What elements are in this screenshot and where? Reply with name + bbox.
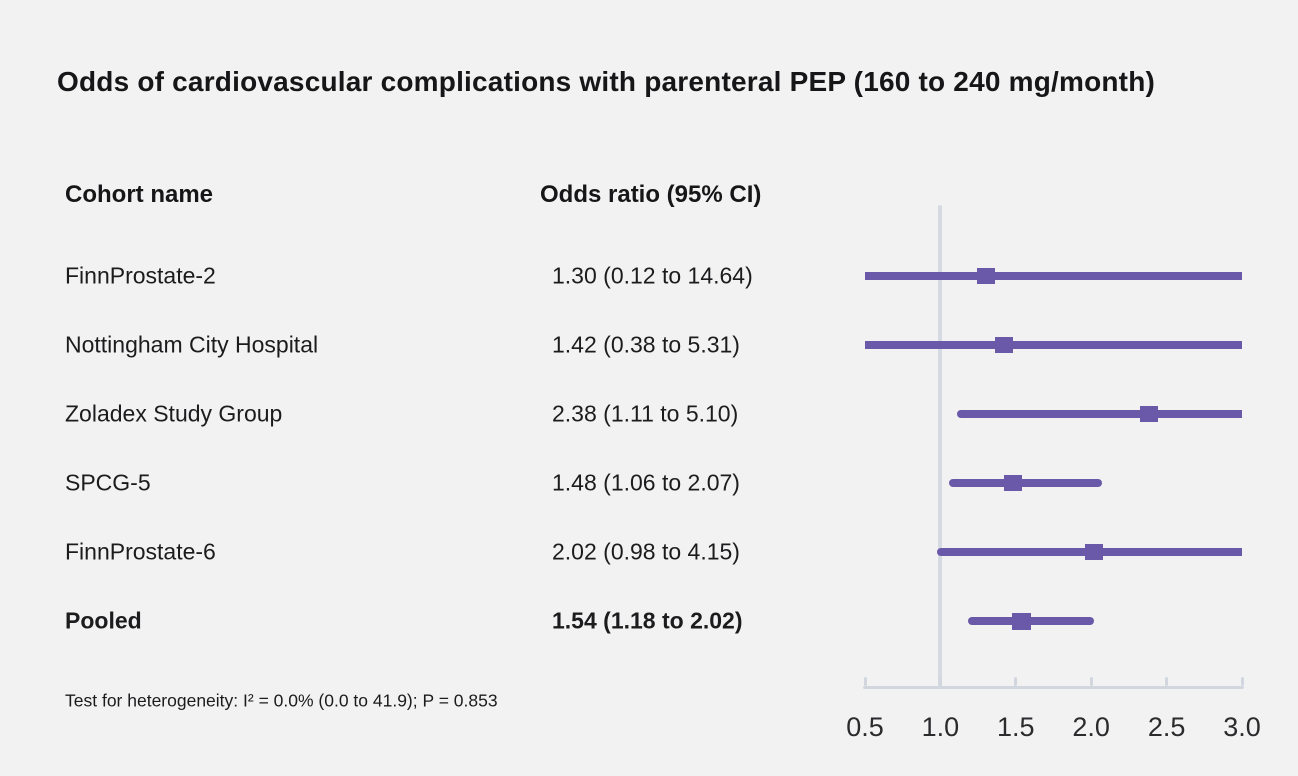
x-axis-tick-label: 0.5 (846, 712, 884, 742)
x-axis-line (863, 686, 1244, 689)
odds-ratio-value: 1.48 (1.06 to 2.07) (552, 469, 740, 496)
odds-ratio-value: 1.42 (0.38 to 5.31) (552, 331, 740, 358)
estimate-marker (976, 268, 995, 284)
odds-ratio-value: 1.30 (0.12 to 14.64) (552, 262, 753, 289)
x-axis-tick-label: 3.0 (1223, 712, 1261, 742)
x-axis-tick-label: 2.0 (1072, 712, 1110, 742)
cohort-label: Nottingham City Hospital (65, 331, 319, 358)
estimate-marker (994, 337, 1013, 353)
ci-line (956, 410, 1242, 418)
cohort-label-pooled: Pooled (65, 607, 142, 634)
estimate-marker (1085, 544, 1104, 560)
reference-line (938, 205, 943, 688)
figure-title: Odds of cardiovascular complications wit… (57, 66, 1156, 97)
x-axis-tick (938, 677, 942, 686)
odds-ratio-value-pooled: 1.54 (1.18 to 2.02) (552, 607, 743, 634)
x-axis-tick (1089, 677, 1093, 686)
estimate-marker (1003, 475, 1022, 491)
ci-line (865, 272, 1242, 280)
cohort-label: FinnProstate-2 (65, 262, 216, 289)
x-axis-tick (1165, 677, 1169, 686)
column-header-cohort-name: Cohort name (65, 181, 214, 208)
ci-line (949, 479, 1102, 487)
x-axis-tick (863, 677, 867, 686)
heterogeneity-footnote: Test for heterogeneity: I² = 0.0% (0.0 t… (65, 690, 498, 711)
estimate-marker (1139, 406, 1158, 422)
odds-ratio-value: 2.38 (1.11 to 5.10) (552, 400, 739, 427)
x-axis-tick-label: 2.5 (1147, 712, 1186, 742)
ci-line (865, 341, 1242, 349)
x-axis-tick (1240, 677, 1244, 686)
cohort-label: Zoladex Study Group (65, 400, 283, 427)
x-axis-tick-label: 1.0 (921, 712, 960, 742)
pooled-estimate-marker (1012, 612, 1032, 630)
odds-ratio-value: 2.02 (0.98 to 4.15) (552, 538, 740, 565)
cohort-label: FinnProstate-6 (65, 538, 216, 565)
x-axis-tick-label: 1.5 (997, 712, 1035, 742)
column-header-odds-ratio: Odds ratio (95% CI) (540, 181, 762, 208)
x-axis-tick (1014, 677, 1018, 686)
cohort-label: SPCG-5 (65, 469, 151, 496)
